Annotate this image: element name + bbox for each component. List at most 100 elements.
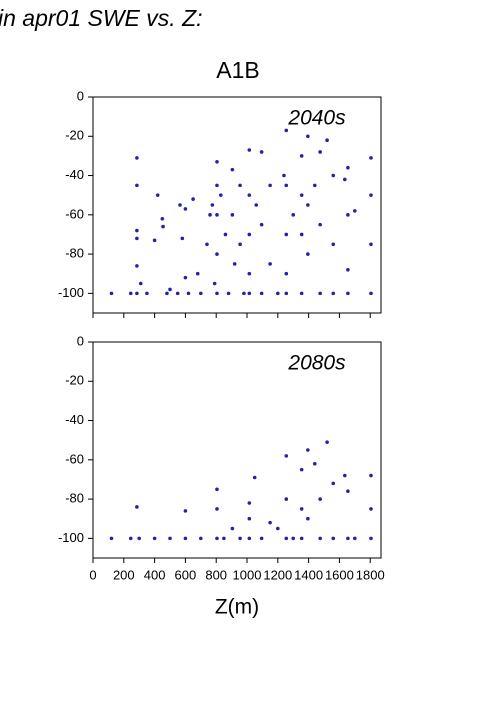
point xyxy=(183,275,188,280)
point xyxy=(223,232,228,237)
point xyxy=(259,150,264,154)
x-tick-label: 400 xyxy=(144,567,166,582)
point xyxy=(291,213,296,217)
point xyxy=(369,507,373,511)
point xyxy=(212,281,217,286)
point xyxy=(276,291,280,296)
point xyxy=(369,473,373,478)
point xyxy=(369,242,373,247)
point xyxy=(268,262,272,266)
x-tick-label: 1000 xyxy=(233,567,262,582)
x-tick-label: 1600 xyxy=(325,567,354,582)
point xyxy=(276,526,280,531)
x-tick-label: 1200 xyxy=(263,567,292,582)
point xyxy=(346,291,350,296)
point xyxy=(369,291,373,296)
point xyxy=(268,183,272,188)
point xyxy=(369,193,373,197)
point xyxy=(299,193,304,197)
point xyxy=(312,183,317,188)
point xyxy=(128,536,133,541)
point xyxy=(247,501,252,505)
point xyxy=(284,291,289,296)
y-tick-label: -20 xyxy=(65,128,84,143)
point xyxy=(219,193,223,197)
point xyxy=(215,487,219,492)
point xyxy=(165,291,169,296)
point xyxy=(137,536,142,541)
point xyxy=(191,197,195,201)
point xyxy=(299,536,304,541)
point xyxy=(353,209,357,213)
point xyxy=(306,134,310,139)
point xyxy=(215,291,219,296)
point xyxy=(291,536,296,541)
point xyxy=(306,448,310,452)
point xyxy=(109,291,114,296)
point xyxy=(318,291,322,296)
point xyxy=(331,291,336,296)
point xyxy=(195,271,200,276)
point xyxy=(109,536,114,541)
point xyxy=(145,291,149,296)
page-title: in apr01 SWE vs. Z: xyxy=(0,5,203,31)
point xyxy=(183,536,188,541)
point xyxy=(155,193,160,197)
point xyxy=(284,536,289,541)
point xyxy=(259,222,264,227)
point xyxy=(346,489,350,494)
x-axis-label: Z(m) xyxy=(215,596,259,619)
point xyxy=(343,177,347,182)
point xyxy=(135,183,139,188)
point xyxy=(318,536,322,541)
point xyxy=(299,232,304,237)
y-tick-label: -40 xyxy=(65,167,84,182)
point xyxy=(242,291,246,296)
point xyxy=(135,264,139,268)
point xyxy=(369,156,373,160)
y-tick-label: -60 xyxy=(65,451,84,466)
point xyxy=(318,150,322,154)
point xyxy=(215,507,219,511)
point xyxy=(331,536,336,541)
point xyxy=(331,481,336,486)
x-tick-label: 200 xyxy=(113,567,135,582)
point xyxy=(226,291,231,296)
y-tick-label: -100 xyxy=(58,285,84,300)
point xyxy=(284,271,289,276)
point xyxy=(299,154,304,158)
point xyxy=(230,213,235,217)
point xyxy=(247,148,252,152)
annotation: 2080s xyxy=(287,352,346,375)
point xyxy=(331,242,336,247)
point xyxy=(199,536,203,541)
x-tick-label: 1800 xyxy=(356,567,385,582)
point xyxy=(247,536,252,541)
x-tick-label: 600 xyxy=(175,567,197,582)
point xyxy=(282,173,286,178)
point xyxy=(247,291,252,296)
point xyxy=(299,291,304,296)
point xyxy=(135,236,139,241)
chart-subtitle: A1B xyxy=(216,57,259,83)
point xyxy=(175,291,180,296)
point xyxy=(254,203,259,207)
y-tick-label: -100 xyxy=(58,530,84,545)
point xyxy=(238,536,242,541)
point xyxy=(247,232,252,237)
y-tick-label: -60 xyxy=(65,206,84,221)
point xyxy=(346,536,350,541)
point xyxy=(306,516,310,521)
point xyxy=(346,213,350,217)
point xyxy=(199,291,203,296)
point xyxy=(312,461,317,466)
point xyxy=(299,467,304,472)
y-tick-label: -20 xyxy=(65,373,84,388)
plot-frame xyxy=(92,341,382,559)
point xyxy=(346,268,350,272)
point xyxy=(215,536,219,541)
point xyxy=(343,473,347,478)
point xyxy=(215,183,219,188)
point xyxy=(284,128,289,133)
y-tick-label: 0 xyxy=(77,88,84,103)
